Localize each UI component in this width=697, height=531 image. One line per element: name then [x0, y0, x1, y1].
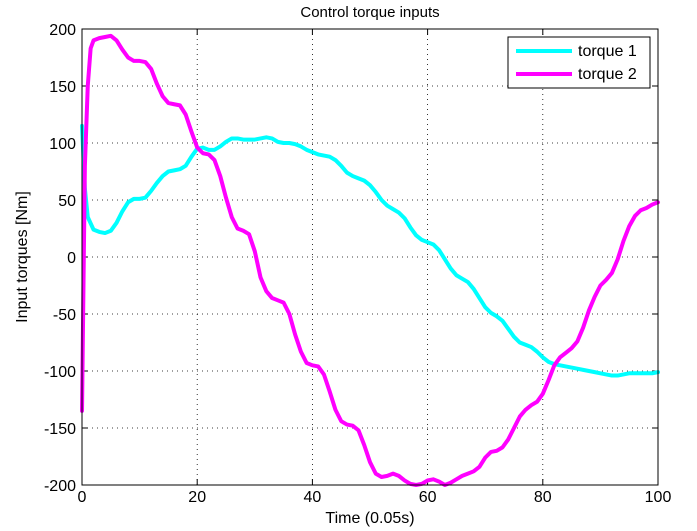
- legend: torque 1 torque 2: [507, 36, 651, 89]
- y-tick-label: 50: [58, 193, 76, 210]
- y-tick-label: 0: [67, 250, 76, 267]
- y-tick-label: -50: [53, 307, 76, 324]
- x-tick-label: 20: [188, 489, 206, 506]
- plot-area: [82, 29, 658, 485]
- x-tick-label: 60: [419, 489, 437, 506]
- y-tick-labels: -200 -150 -100 -50 0 50 100 150 200: [44, 22, 76, 495]
- y-tick-label: 100: [49, 136, 76, 153]
- y-tick-label: 200: [49, 22, 76, 39]
- legend-box: [507, 36, 651, 89]
- y-tick-label: -200: [44, 478, 76, 495]
- x-axis-label: Time (0.05s): [325, 510, 414, 527]
- legend-label-torque-2: torque 2: [578, 66, 637, 83]
- x-tick-label: 0: [78, 489, 87, 506]
- chart-title: Control torque inputs: [300, 4, 439, 21]
- series-line-torque-1: [80, 123, 660, 378]
- legend-label-torque-1: torque 1: [578, 43, 637, 60]
- x-tick-label: 100: [645, 489, 672, 506]
- y-axis-label: Input torques [Nm]: [14, 191, 31, 323]
- x-tick-labels: 0 20 40 60 80 100: [78, 489, 672, 506]
- plot-frame: [81, 28, 659, 486]
- x-tick-label: 40: [304, 489, 322, 506]
- y-tick-label: -150: [44, 421, 76, 438]
- y-tick-label: -100: [44, 364, 76, 381]
- series-line-torque-2: [80, 33, 660, 487]
- y-tick-label: 150: [49, 79, 76, 96]
- x-tick-label: 80: [534, 489, 552, 506]
- series-lines: [80, 33, 660, 487]
